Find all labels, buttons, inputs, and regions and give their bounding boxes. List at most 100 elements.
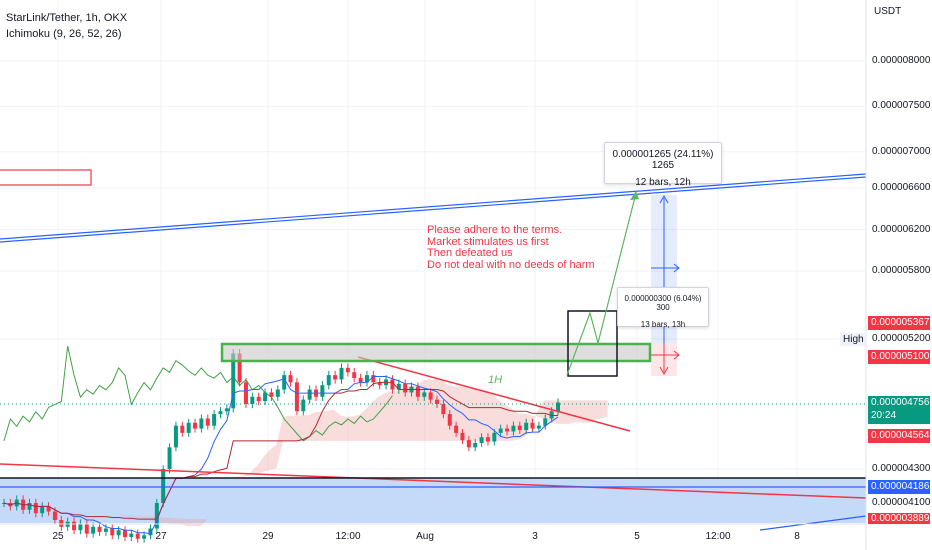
- candle-body: [103, 528, 108, 532]
- price-tag-high: 0.000005367: [868, 316, 930, 330]
- candle-body: [511, 425, 516, 432]
- candle-body: [52, 511, 57, 520]
- time-tick-label: 8: [794, 531, 800, 542]
- candle-body: [263, 392, 268, 402]
- candle-body: [72, 521, 77, 531]
- candle-body: [84, 523, 89, 534]
- candle-body: [199, 418, 204, 429]
- blue-trendline-2: [0, 176, 867, 243]
- target-arrow-head: [659, 194, 669, 204]
- blue-support-zone: [0, 478, 866, 523]
- price-tick-label: 0.000005200: [872, 333, 931, 344]
- candle-body: [479, 437, 484, 443]
- candle-body: [161, 469, 166, 503]
- time-tick-label: 12:00: [335, 531, 361, 542]
- candle-body: [530, 422, 535, 429]
- chart-symbol-title: StarLink/Tether, 1h, OKX: [6, 12, 128, 24]
- note-line-1: Please adhere to the terms.: [427, 224, 563, 236]
- projection-arrowhead: [630, 191, 639, 200]
- measure-large-line2: 12 bars, 12h: [635, 177, 691, 188]
- note-line-2: Market stimulates us first: [427, 235, 549, 248]
- red-long-trendline: [0, 463, 867, 499]
- candle-body: [186, 422, 191, 433]
- note-line-3: Then defeated us: [427, 247, 513, 259]
- candle-body: [447, 414, 452, 426]
- candle-body: [180, 425, 185, 433]
- blue-trendline: [0, 173, 867, 240]
- candle-body: [371, 375, 376, 383]
- time-tick-label: 29: [262, 531, 274, 542]
- candle-body: [256, 396, 261, 402]
- candle-body: [110, 528, 115, 536]
- candle-body: [517, 425, 522, 430]
- candle-body: [422, 392, 427, 397]
- candle-body: [288, 375, 293, 383]
- analysis-note: Please adhere to the terms. Market stimu…: [427, 224, 595, 271]
- candle-body: [454, 425, 459, 433]
- candle-body: [473, 443, 478, 448]
- candle-body: [396, 383, 401, 390]
- candle-body: [148, 528, 153, 536]
- candle-body: [536, 425, 541, 429]
- time-tick-label: 27: [155, 531, 167, 542]
- price-tag-low: 0.000003889: [868, 513, 930, 524]
- stop-arrow-head: [659, 366, 669, 376]
- price-tag-support: 0.000004186: [868, 480, 930, 494]
- measure-large-line1: 0.000001265 (24.11%) 1265: [612, 149, 714, 171]
- price-tick-label: 0.000006600: [872, 182, 931, 193]
- candle-body: [301, 399, 306, 412]
- price-tag-kijun: 0.000004564: [868, 429, 930, 443]
- price-tick-label: 0.000008000: [872, 55, 931, 66]
- candle-body: [122, 530, 127, 537]
- measure-small-line2: 13 bars, 13h: [640, 320, 686, 329]
- high-label: High: [840, 333, 867, 346]
- candle-body: [78, 523, 83, 531]
- candle-body: [282, 375, 287, 390]
- measure-box-small[interactable]: 0.000000300 (6.04%) 300 13 bars, 13h: [617, 287, 709, 329]
- candle-body: [237, 353, 242, 383]
- candle-body: [135, 533, 140, 539]
- candle-body: [46, 506, 51, 512]
- price-tick-label: 0.000007500: [872, 100, 931, 112]
- candle-body: [212, 414, 217, 426]
- price-tick-label: 0.000004100: [872, 497, 931, 508]
- candle-body: [498, 428, 503, 433]
- tenkan-sen-line: [3, 376, 559, 535]
- candle-body: [59, 520, 64, 527]
- candle-body: [428, 392, 433, 400]
- candle-body: [250, 396, 255, 404]
- candle-body: [294, 382, 299, 412]
- stop-mid-arrow-head: [673, 350, 680, 360]
- candle-body: [116, 530, 121, 536]
- candle-body: [492, 432, 497, 442]
- candle-body: [358, 378, 363, 383]
- time-tick-label: 3: [532, 531, 538, 542]
- price-tick-label: 0.000005800: [872, 265, 931, 276]
- candle-body: [97, 526, 102, 532]
- candle-body: [377, 382, 382, 386]
- candle-body: [390, 379, 395, 390]
- candle-body: [549, 411, 554, 419]
- bar-countdown: 20:24: [871, 410, 897, 421]
- candle-body: [27, 503, 32, 510]
- candle-body: [129, 533, 134, 537]
- ichimoku-lines: [3, 376, 559, 535]
- indicator-legend[interactable]: Ichimoku (9, 26, 52, 26): [6, 28, 122, 40]
- candle-body: [275, 389, 280, 397]
- candle-body: [154, 503, 159, 529]
- measure-box-large[interactable]: 0.000001265 (24.11%) 1265 12 bars, 12h: [604, 142, 722, 188]
- red-wedge-trendline: [357, 356, 631, 432]
- chikou-span: [3, 345, 393, 442]
- candle-body: [460, 432, 465, 441]
- candle-body: [485, 437, 490, 442]
- kijun-sen-line: [3, 381, 558, 520]
- price-tag-range-low: 0.000005100: [868, 350, 930, 364]
- note-line-4: Do not deal with no deeds of harm: [427, 258, 595, 271]
- measure-small-line1: 0.000000300 (6.04%) 300: [624, 294, 702, 312]
- breakout-square: [567, 310, 618, 377]
- price-tick-label: 0.000004300: [872, 463, 931, 474]
- left-red-box: [0, 169, 92, 186]
- candle-body: [218, 411, 223, 415]
- candle-body: [352, 372, 357, 378]
